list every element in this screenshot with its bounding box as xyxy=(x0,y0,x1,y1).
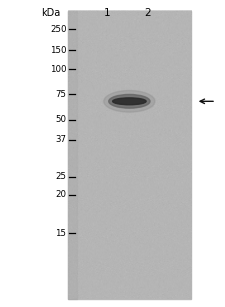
Text: 150: 150 xyxy=(50,45,66,55)
Text: 20: 20 xyxy=(55,190,66,200)
Bar xyxy=(68,11,76,299)
Text: 75: 75 xyxy=(55,90,66,99)
Text: 100: 100 xyxy=(50,64,66,74)
Ellipse shape xyxy=(113,98,146,105)
Text: 37: 37 xyxy=(55,135,66,144)
Text: 25: 25 xyxy=(55,172,66,181)
Text: kDa: kDa xyxy=(41,8,61,18)
Text: 2: 2 xyxy=(144,8,151,18)
Text: 250: 250 xyxy=(50,25,66,34)
Ellipse shape xyxy=(104,91,155,112)
Text: 50: 50 xyxy=(55,115,66,124)
Ellipse shape xyxy=(109,95,150,108)
Bar xyxy=(68,11,191,299)
Text: 1: 1 xyxy=(104,8,110,18)
Text: 15: 15 xyxy=(55,229,66,238)
